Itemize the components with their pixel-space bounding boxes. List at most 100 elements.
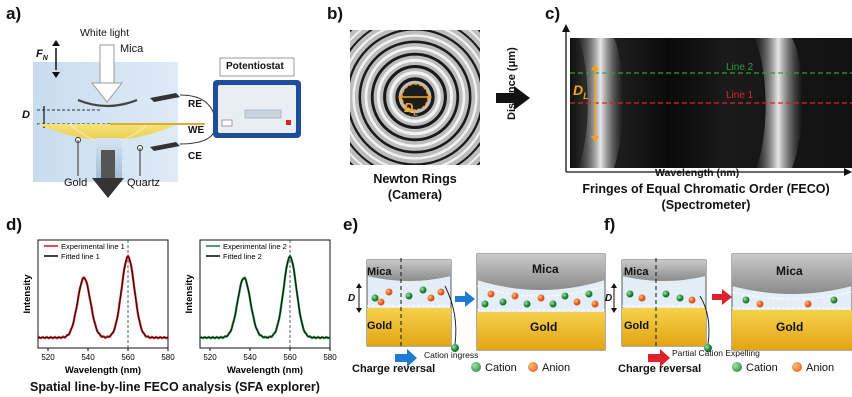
- f-cation-legend-label: Cation: [746, 362, 778, 374]
- b-dl-label: DL: [404, 100, 419, 118]
- newton-ring: [352, 34, 478, 160]
- re-label: RE: [188, 99, 202, 110]
- d-caption: Spatial line-by-line FECO analysis (SFA …: [30, 380, 320, 394]
- white-light-label: White light: [80, 27, 130, 39]
- charge-reversal-arrow-icon: [395, 349, 417, 367]
- legend-label: Fitted line 2: [223, 252, 262, 261]
- e-ions: [481, 290, 599, 308]
- partial-expelling-label: Partial Cation Expelling: [672, 348, 760, 358]
- y-axis-label: Intensity: [22, 274, 33, 314]
- chart-frame: [199, 239, 331, 349]
- sfa-setup-diagram: [33, 40, 301, 198]
- spectrometer-caption: (Spectrometer): [661, 198, 751, 212]
- e-cation-legend-icon: [471, 362, 481, 372]
- e-mica-big-label: Mica: [532, 262, 559, 276]
- feco-image: [562, 24, 852, 176]
- mica-surface: [77, 98, 138, 108]
- newton-ring: [358, 40, 472, 154]
- panel-label-b: b): [327, 4, 344, 23]
- f-anion-legend-icon: [792, 362, 802, 372]
- e-gold-label: Gold: [367, 320, 393, 332]
- ce-electrode: [150, 142, 180, 151]
- newton-ring: [370, 52, 460, 142]
- c-ylabel: Distance (μm): [506, 47, 518, 120]
- cation-expelling-diagram: [611, 253, 852, 367]
- line-1-label: Line 1: [726, 90, 754, 101]
- y-axis-label: Intensity: [184, 274, 195, 314]
- e-anion-legend-label: Anion: [542, 362, 571, 374]
- output-arrow: [101, 150, 115, 180]
- series-line-experimental: [199, 253, 331, 340]
- newton-rings-image: [350, 30, 480, 165]
- c-xlabel: Wavelength (nm): [655, 167, 740, 179]
- series-line-fitted: [38, 255, 168, 339]
- newton-ring: [383, 65, 447, 129]
- f-gold-big-label: Gold: [776, 320, 804, 334]
- x-tick-label: 560: [121, 353, 135, 362]
- panel-label-c: c): [545, 4, 561, 23]
- re-electrode: [150, 93, 180, 102]
- f-gold-label: Gold: [624, 320, 650, 332]
- x-tick-label: 540: [81, 353, 95, 362]
- x-tick-label: 520: [203, 353, 217, 362]
- newton-ring: [376, 58, 454, 136]
- f-distance-label: D: [605, 293, 613, 304]
- legend-label: Fitted line 1: [61, 252, 100, 261]
- x-axis-label: Wavelength (nm): [227, 365, 303, 376]
- chart-frame: [37, 239, 169, 349]
- e-mica-label: Mica: [367, 266, 392, 278]
- x-tick-label: 540: [243, 353, 257, 362]
- ce-label: CE: [188, 151, 202, 162]
- distance-label: D: [22, 109, 30, 121]
- x-tick-label: 560: [283, 353, 297, 362]
- cation-ingress-label: Cation ingress: [424, 350, 479, 360]
- f-mica-big-label: Mica: [776, 264, 803, 278]
- potentiostat-label: Potentiostat: [226, 61, 284, 72]
- we-label: WE: [188, 125, 205, 136]
- series-line-experimental: [37, 253, 169, 340]
- cation-ingress-diagram: [356, 253, 606, 367]
- legend-label: Experimental line 2: [223, 242, 287, 251]
- f-ions: [742, 296, 838, 308]
- expelled-cation: [704, 344, 712, 352]
- right-arrow-icon: [496, 86, 530, 110]
- e-anion-legend-icon: [528, 362, 538, 372]
- e-cation-legend-label: Cation: [485, 362, 517, 374]
- e-charge-reversal-label: Charge reversal: [352, 363, 436, 375]
- newton-ring: [350, 30, 480, 165]
- x-tick-label: 580: [161, 353, 175, 362]
- f-cation-legend-icon: [732, 362, 742, 372]
- feco-fringe-1: [578, 38, 623, 168]
- ingress-cation: [451, 344, 459, 352]
- f-charge-reversal-arrow-icon: [648, 349, 670, 367]
- e-arrow-icon: [455, 291, 475, 307]
- spectra-charts: 520 540 560 580 Wavelength (nm) Intensity Expe…: [22, 239, 337, 376]
- x-tick-label: 580: [323, 353, 337, 362]
- panel-label-d: d): [6, 215, 23, 234]
- f-arrow-icon: [712, 289, 732, 305]
- f-anion-legend-label: Anion: [806, 362, 835, 374]
- panel-label-e: e): [343, 215, 359, 234]
- c-dl-label: DL: [573, 82, 589, 101]
- newton-ring: [364, 46, 466, 148]
- panel-label-a: a): [6, 4, 22, 23]
- e-gold-big-label: Gold: [530, 320, 558, 334]
- potentiostat-label-box: [219, 57, 295, 77]
- f-mica-label: Mica: [624, 266, 649, 278]
- f-charge-reversal-label: Charge reversal: [618, 363, 702, 375]
- e-distance-label: D: [348, 293, 356, 304]
- force-label: FN: [36, 48, 48, 63]
- line-2-label: Line 2: [726, 62, 754, 73]
- white-light-arrow: [99, 44, 115, 84]
- series-line-fitted: [200, 255, 330, 339]
- mica-label: Mica: [120, 43, 144, 55]
- x-axis-label: Wavelength (nm): [65, 365, 141, 376]
- gold-label: Gold: [64, 177, 88, 189]
- quartz-label: Quartz: [127, 177, 161, 189]
- legend-label: Experimental line 1: [61, 242, 125, 251]
- newton-ring: [395, 77, 435, 117]
- feco-caption: Fringes of Equal Chromatic Order (FECO): [582, 182, 830, 196]
- camera-caption: (Camera): [387, 188, 443, 202]
- newton-ring: [389, 71, 441, 123]
